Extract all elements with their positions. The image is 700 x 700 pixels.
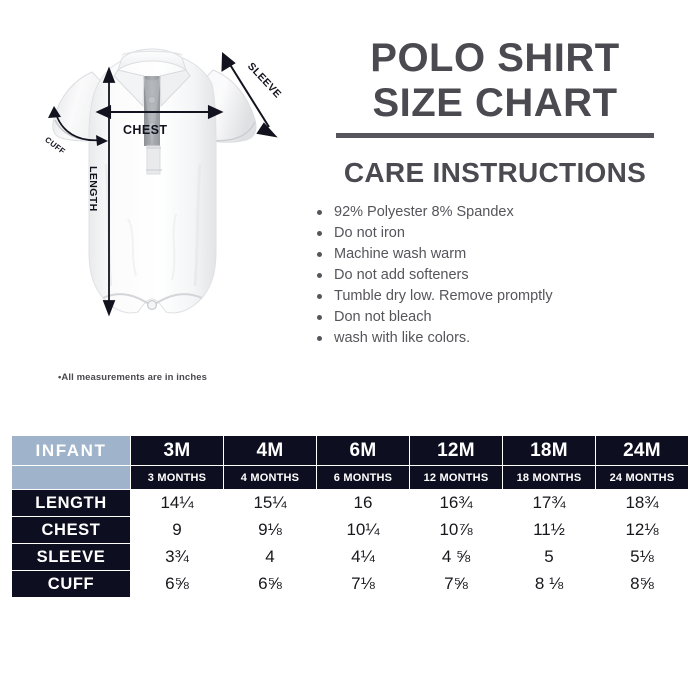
measurement-value: 9 [130, 516, 224, 544]
size-header-cell: 24M [595, 435, 689, 466]
months-header-cell: 6 MONTHS [316, 465, 410, 490]
page-title-line-2: SIZE CHART [372, 81, 618, 125]
list-item: 92% Polyester 8% Spandex [314, 202, 690, 223]
measurement-value: 4¼ [316, 543, 410, 571]
bullet-icon [317, 336, 322, 341]
care-instructions-heading: CARE INSTRUCTIONS [343, 157, 647, 188]
months-header-cell: 3 MONTHS [130, 465, 224, 490]
care-instructions-list: 92% Polyester 8% Spandex Do not iron Mac… [300, 202, 690, 349]
measurement-value: 7⅝ [409, 570, 503, 598]
measurement-value: 15¼ [223, 489, 317, 517]
measurement-value: 18¾ [595, 489, 689, 517]
top-section: CHEST LENGTH SLEEVE CUFF •All measuremen… [10, 14, 690, 394]
table-corner-blank [11, 465, 131, 490]
measurement-value: 3¾ [130, 543, 224, 571]
measurement-value: 6⅝ [223, 570, 317, 598]
size-chart-table: INFANT 3M 4M 6M 12M 18M 24M 3 MONTHS 4 M… [11, 435, 689, 598]
list-item: wash with like colors. [314, 328, 690, 349]
care-item-text: Tumble dry low. Remove promptly [334, 288, 553, 304]
table-row: CHEST 9 9⅛ 10¼ 10⅞ 11½ 12⅛ [11, 516, 689, 544]
list-item: Machine wash warm [314, 244, 690, 265]
measurement-value: 6⅝ [130, 570, 224, 598]
months-header-cell: 12 MONTHS [409, 465, 503, 490]
measurement-value: 7⅛ [316, 570, 410, 598]
bullet-icon [317, 315, 322, 320]
size-header-cell: 12M [409, 435, 503, 466]
measurement-value: 17¾ [502, 489, 596, 517]
measurement-value: 10⅞ [409, 516, 503, 544]
table-row: CUFF 6⅝ 6⅝ 7⅛ 7⅝ 8 ⅛ 8⅝ [11, 570, 689, 598]
measurement-units-footnote: •All measurements are in inches [58, 372, 207, 383]
table-corner-label: INFANT [11, 435, 131, 466]
list-item: Don not bleach [314, 307, 690, 328]
months-header-cell: 18 MONTHS [502, 465, 596, 490]
bullet-icon [317, 294, 322, 299]
table-row: SLEEVE 3¾ 4 4¼ 4 ⅝ 5 5⅛ [11, 543, 689, 571]
care-item-text: Don not bleach [334, 309, 432, 325]
measurement-value: 4 ⅝ [409, 543, 503, 571]
measurement-row-label: CHEST [11, 516, 131, 544]
months-header-cell: 24 MONTHS [595, 465, 689, 490]
chest-dimension-label: CHEST [123, 123, 168, 137]
measurement-row-label: CUFF [11, 570, 131, 598]
table-header-row-months: 3 MONTHS 4 MONTHS 6 MONTHS 12 MONTHS 18 … [11, 465, 689, 490]
measurement-value: 5⅛ [595, 543, 689, 571]
care-item-text: 92% Polyester 8% Spandex [334, 204, 514, 220]
measurement-value: 11½ [502, 516, 596, 544]
size-table-container: INFANT 3M 4M 6M 12M 18M 24M 3 MONTHS 4 M… [11, 435, 689, 598]
measurement-value: 14¼ [130, 489, 224, 517]
list-item: Do not iron [314, 223, 690, 244]
size-header-cell: 3M [130, 435, 224, 466]
table-row: LENGTH 14¼ 15¼ 16 16¾ 17¾ 18¾ [11, 489, 689, 517]
bullet-icon [317, 273, 322, 278]
care-item-text: Machine wash warm [334, 246, 467, 262]
page-title-line-1: POLO SHIRT [370, 36, 620, 80]
care-item-text: Do not add softeners [334, 267, 469, 283]
title-divider [336, 133, 654, 138]
care-item-text: Do not iron [334, 225, 405, 241]
measurement-value: 16 [316, 489, 410, 517]
bullet-icon [317, 231, 322, 236]
heading-panel: POLO SHIRT SIZE CHART CARE INSTRUCTIONS … [300, 36, 690, 349]
measurement-value: 16¾ [409, 489, 503, 517]
list-item: Do not add softeners [314, 265, 690, 286]
polo-bodysuit-illustration [10, 14, 295, 359]
table-header-row-sizes: INFANT 3M 4M 6M 12M 18M 24M [11, 435, 689, 466]
measurement-value: 12⅛ [595, 516, 689, 544]
measurement-row-label: SLEEVE [11, 543, 131, 571]
size-header-cell: 18M [502, 435, 596, 466]
size-header-cell: 4M [223, 435, 317, 466]
measurement-value: 10¼ [316, 516, 410, 544]
care-item-text: wash with like colors. [334, 330, 471, 346]
measurement-value: 8 ⅛ [502, 570, 596, 598]
bullet-icon [317, 252, 322, 257]
list-item: Tumble dry low. Remove promptly [314, 286, 690, 307]
measurement-row-label: LENGTH [11, 489, 131, 517]
measurement-value: 8⅝ [595, 570, 689, 598]
measurement-value: 9⅛ [223, 516, 317, 544]
length-dimension-label: LENGTH [87, 166, 99, 212]
measurement-value: 4 [223, 543, 317, 571]
size-header-cell: 6M [316, 435, 410, 466]
months-header-cell: 4 MONTHS [223, 465, 317, 490]
bullet-icon [317, 210, 322, 215]
garment-diagram-panel: CHEST LENGTH SLEEVE CUFF •All measuremen… [10, 14, 295, 394]
measurement-value: 5 [502, 543, 596, 571]
